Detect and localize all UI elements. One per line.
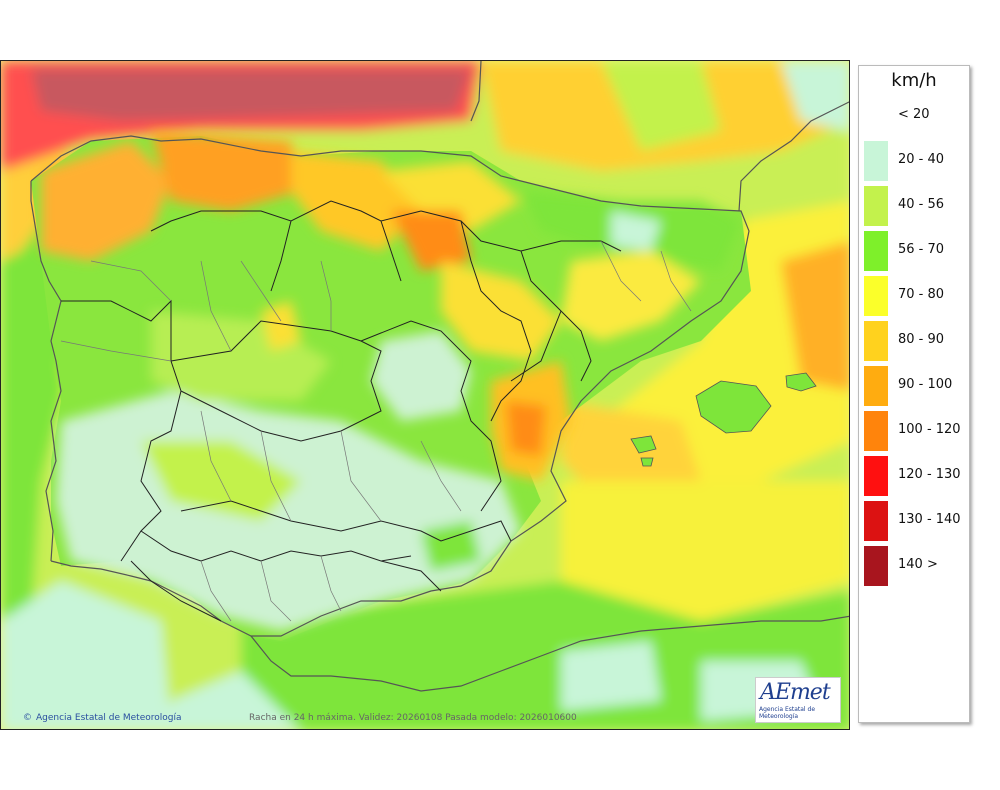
legend-swatch [864, 366, 888, 406]
legend-row: 130 - 140 [864, 501, 968, 541]
color-legend: km/h < 20 20 - 40 40 - 56 56 - 70 70 - 80 80 … [858, 65, 970, 723]
legend-row: 20 - 40 [864, 141, 968, 181]
legend-swatch [864, 276, 888, 316]
legend-row: 90 - 100 [864, 366, 968, 406]
legend-row: 140 > [864, 546, 968, 586]
legend-row: 70 - 80 [864, 276, 968, 316]
legend-label: 100 - 120 [898, 422, 961, 437]
legend-label: 140 > [898, 557, 938, 572]
legend-label: 80 - 90 [898, 332, 945, 347]
legend-row: 40 - 56 [864, 186, 968, 226]
legend-row: < 20 [864, 96, 968, 136]
legend-swatch [864, 501, 888, 541]
legend-swatch [864, 141, 888, 181]
legend-swatch [864, 186, 888, 226]
legend-label: 40 - 56 [898, 197, 945, 212]
wind-gust-map: © Agencia Estatal de Meteorología Racha e… [0, 60, 850, 730]
legend-swatch [864, 96, 888, 136]
legend-row: 56 - 70 [864, 231, 968, 271]
aemet-logo-text: AEmet [760, 680, 831, 705]
agency-credit-text: Agencia Estatal de Meteorología [36, 713, 182, 723]
region-borders [61, 200, 622, 622]
coastline [30, 61, 849, 692]
aemet-logo: AEmet Agencia Estatal de Meteorología [755, 677, 841, 723]
legend-swatch [864, 231, 888, 271]
legend-label: 20 - 40 [898, 152, 945, 167]
agency-credit: © Agencia Estatal de Meteorología [23, 713, 182, 723]
map-canvas [1, 61, 849, 729]
legend-swatch [864, 546, 888, 586]
legend-unit: km/h [891, 70, 937, 91]
legend-row: 80 - 90 [864, 321, 968, 361]
legend-label: 56 - 70 [898, 242, 945, 257]
legend-swatch [864, 456, 888, 496]
copyright-symbol: © [23, 713, 32, 723]
province-borders [60, 240, 692, 622]
legend-label: 120 - 130 [898, 467, 961, 482]
legend-row: 100 - 120 [864, 411, 968, 451]
legend-swatch [864, 321, 888, 361]
legend-label: 90 - 100 [898, 377, 953, 392]
aemet-logo-subtext: Agencia Estatal de Meteorología [759, 706, 816, 720]
legend-label: < 20 [898, 107, 930, 122]
legend-swatch [864, 411, 888, 451]
validity-caption: Racha en 24 h máxima. Validez: 20260108 … [249, 713, 577, 723]
legend-row: 120 - 130 [864, 456, 968, 496]
legend-label: 130 - 140 [898, 512, 961, 527]
legend-label: 70 - 80 [898, 287, 945, 302]
